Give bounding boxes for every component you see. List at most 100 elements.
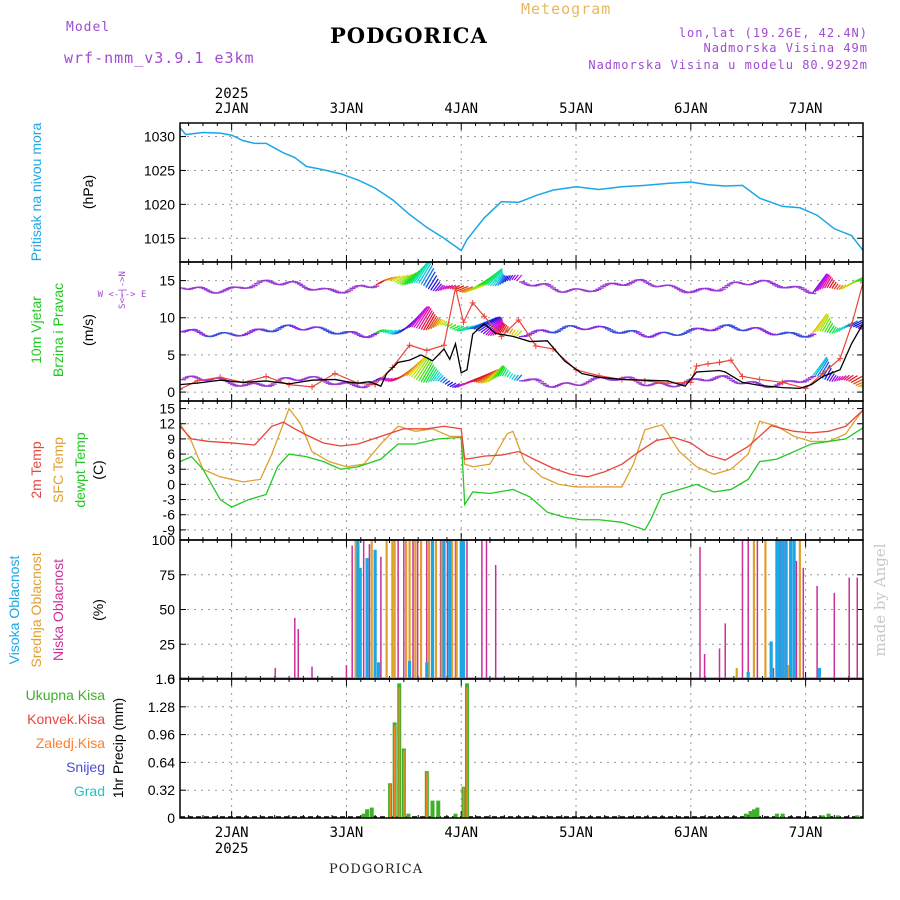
xtick-label-top: 6JAN bbox=[674, 101, 708, 117]
cloud-low-bar bbox=[772, 667, 775, 679]
wind-barb bbox=[671, 286, 678, 288]
precip-bar bbox=[369, 807, 374, 818]
wind-barb bbox=[836, 327, 841, 333]
wind-barb bbox=[840, 284, 847, 290]
series-2m-temp-line bbox=[179, 409, 864, 478]
wind-barb bbox=[709, 378, 717, 381]
wind-barb bbox=[828, 279, 835, 289]
cloud-low-bar bbox=[833, 592, 836, 679]
cloud-high-bar bbox=[461, 540, 466, 679]
wind-barb bbox=[268, 384, 275, 387]
wind-barb bbox=[795, 334, 803, 337]
ylabel-dewpt-temp: dewpt Temp bbox=[72, 432, 88, 507]
cloud-low-bar bbox=[412, 540, 414, 679]
series-pressure-line bbox=[179, 127, 864, 252]
series-dewpt-line bbox=[179, 427, 864, 531]
precip-convective-bar bbox=[393, 725, 396, 818]
wind-barb bbox=[332, 290, 339, 293]
cloud-low-bar bbox=[345, 665, 348, 679]
wind-barb bbox=[434, 318, 443, 328]
ytick-label-clouds: 25 bbox=[159, 636, 175, 652]
page-title: PODGORICA bbox=[330, 23, 488, 48]
wind-barb bbox=[511, 374, 516, 380]
wind-barb bbox=[838, 375, 844, 381]
wind-barb bbox=[425, 314, 436, 331]
wind-barb bbox=[810, 292, 817, 295]
wind-barb bbox=[385, 329, 393, 334]
wind-barb bbox=[853, 378, 863, 385]
cloud-low-bar bbox=[747, 540, 749, 679]
cloud-low-bar bbox=[397, 540, 399, 679]
wind-barb bbox=[838, 284, 844, 291]
wind-barb bbox=[349, 383, 356, 386]
wind-barb bbox=[678, 333, 686, 336]
cloud-mid-bar bbox=[391, 540, 394, 679]
gust-marker bbox=[452, 285, 459, 292]
cloud-high-bar bbox=[789, 540, 793, 679]
wind-barb bbox=[439, 285, 446, 291]
ylabel-pressure-unit: (hPa) bbox=[80, 175, 96, 209]
wind-barb bbox=[487, 269, 503, 286]
wind-barb bbox=[843, 374, 850, 381]
wind-barb bbox=[499, 366, 506, 377]
ylabel-wind: 10m Vjetar bbox=[28, 296, 44, 364]
wind-barb bbox=[504, 369, 509, 377]
cloud-high-bar bbox=[817, 667, 821, 679]
wind-barb bbox=[270, 330, 277, 333]
xtick-label-bottom: 7JAN bbox=[789, 825, 823, 841]
xtick-label-top: 5JAN bbox=[559, 101, 593, 117]
wind-barb bbox=[857, 278, 863, 282]
wind-barb bbox=[862, 328, 863, 330]
cloud-low-bar bbox=[703, 653, 706, 679]
wind-barb bbox=[862, 386, 863, 388]
cloud-mid-bar bbox=[764, 540, 767, 679]
wind-barb bbox=[705, 287, 712, 290]
wind-barb bbox=[415, 306, 431, 329]
wind-barb bbox=[251, 284, 258, 287]
cloud-high-bar bbox=[746, 672, 750, 679]
gust-marker bbox=[716, 359, 723, 366]
precip-bar bbox=[820, 815, 825, 818]
wind-barb bbox=[406, 357, 425, 377]
wind-barb bbox=[836, 375, 841, 382]
wind-barb bbox=[499, 275, 506, 285]
wind-barb bbox=[413, 305, 430, 328]
wind-barb bbox=[798, 287, 805, 289]
cloud-low-bar bbox=[454, 540, 457, 679]
wind-barb bbox=[375, 376, 383, 381]
wind-barb bbox=[621, 331, 628, 334]
wind-barb bbox=[444, 284, 451, 290]
wind-barb bbox=[647, 283, 655, 286]
wind-barb bbox=[418, 360, 432, 382]
wind-compass: W <-|-> E bbox=[98, 290, 147, 300]
gust-marker bbox=[309, 383, 316, 390]
gust-marker bbox=[739, 373, 746, 380]
wind-barb bbox=[220, 378, 227, 381]
cloud-low-bar bbox=[439, 540, 442, 679]
ytick-label-pressure: 1015 bbox=[144, 230, 175, 246]
wind-barb bbox=[430, 317, 439, 330]
wind-barb bbox=[853, 321, 863, 328]
wind-barb bbox=[508, 274, 514, 281]
wind-barb bbox=[489, 270, 503, 287]
wind-barb bbox=[836, 284, 841, 290]
wind-barb bbox=[394, 274, 409, 284]
wind-barb bbox=[432, 371, 441, 382]
xtick-label-top: 2JAN bbox=[215, 101, 249, 117]
wind-barb bbox=[786, 286, 793, 289]
wind-barb bbox=[812, 356, 828, 377]
cloud-low-bar bbox=[368, 544, 371, 679]
precip-bar bbox=[743, 813, 748, 818]
wind-barb bbox=[449, 324, 457, 329]
wind-barb bbox=[513, 329, 519, 337]
gust-marker bbox=[819, 370, 826, 377]
cloud-mid-bar bbox=[434, 540, 438, 679]
wind-barb bbox=[439, 320, 446, 326]
wind-barb bbox=[497, 274, 505, 286]
gust-marker bbox=[460, 319, 467, 326]
wind-barb bbox=[487, 319, 503, 337]
ylabel-pressure: Pritisak na nivou mora bbox=[28, 123, 44, 262]
wind-barb bbox=[413, 262, 430, 284]
wind-barb bbox=[612, 282, 619, 285]
precip-bar bbox=[453, 813, 458, 818]
